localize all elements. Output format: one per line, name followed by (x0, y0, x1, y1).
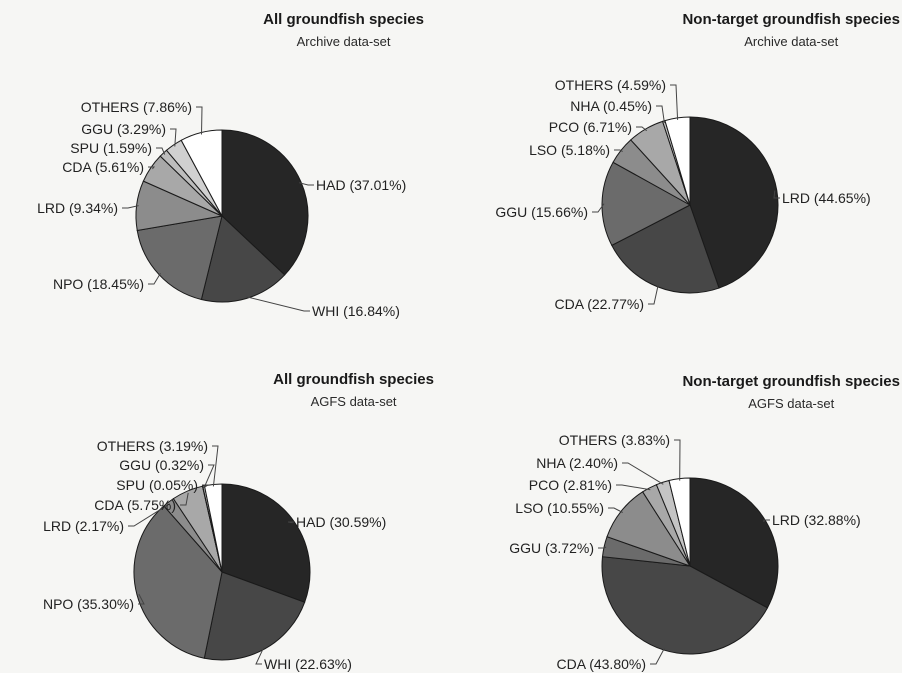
pie-chart-1: All groundfish species Archive data-set HA… (37, 11, 424, 319)
leader-line (656, 105, 665, 123)
slice-label: PCO (6.71%) (549, 119, 632, 135)
leader-line (122, 205, 139, 209)
leader-line (128, 503, 170, 527)
leader-line (170, 128, 177, 147)
chart-subtitle: AGFS data-set (311, 394, 397, 409)
slice-label: GGU (3.29%) (81, 121, 166, 137)
chart-title: Non-target groundfish species (682, 373, 900, 390)
leader-line (148, 166, 156, 170)
slice-label: NHA (2.40%) (536, 455, 618, 471)
leader-line (670, 84, 679, 120)
leader-line (287, 521, 294, 524)
leader-line (245, 296, 310, 312)
pie-slice-ggu (601, 161, 692, 247)
slice-label: OTHERS (3.19%) (97, 438, 208, 454)
leader-line (592, 203, 605, 213)
pie-slice-whi (203, 571, 306, 661)
chart-subtitle: Archive data-set (297, 34, 391, 49)
leader-line (763, 519, 770, 523)
slice-label: WHI (16.84%) (312, 303, 400, 319)
pie-chart-4: Non-target groundfish species AGFS data-s… (509, 373, 900, 672)
leader-line (636, 126, 648, 132)
slice-label: LRD (2.17%) (43, 518, 124, 534)
slice-label: PCO (2.81%) (529, 477, 612, 493)
slice-label: NPO (18.45%) (53, 276, 144, 292)
pie-chart-2: Non-target groundfish species Archive dat… (495, 11, 900, 312)
pie-slice-lrd (689, 116, 779, 289)
chart-title: All groundfish species (263, 11, 424, 28)
leader-line (650, 647, 665, 665)
leader-line (614, 149, 623, 153)
chart-title: All groundfish species (273, 371, 434, 388)
slice-label: LRD (44.65%) (782, 190, 871, 206)
leader-line (648, 284, 659, 305)
leader-line (622, 462, 664, 485)
slice-label: GGU (0.32%) (119, 457, 204, 473)
leader-line (138, 593, 145, 605)
leader-line (674, 439, 681, 481)
chart-subtitle: Archive data-set (744, 34, 838, 49)
pie-slice-whi (200, 215, 286, 303)
slice-label: GGU (3.72%) (509, 540, 594, 556)
slice-label: LSO (10.55%) (515, 500, 604, 516)
slice-label: CDA (43.80%) (557, 656, 646, 672)
slice-label: LSO (5.18%) (529, 142, 610, 158)
leader-line (608, 507, 623, 513)
leader-line (255, 646, 265, 665)
slice-label: LRD (32.88%) (772, 512, 861, 528)
pie-slice-had (221, 129, 309, 276)
slice-label: CDA (5.75%) (94, 497, 176, 513)
leader-line (598, 546, 607, 549)
slice-label: HAD (37.01%) (316, 177, 406, 193)
pie-chart-3: All groundfish species AGFS data-set HAD (… (43, 371, 434, 672)
slice-label: SPU (0.05%) (116, 477, 198, 493)
pie-slice-npo (136, 215, 223, 301)
slice-label: OTHERS (4.59%) (555, 77, 666, 93)
pie-slice-had (221, 483, 311, 603)
leader-line (156, 147, 166, 155)
leader-line (148, 272, 161, 285)
slice-label: NHA (0.45%) (570, 98, 652, 114)
leader-line (196, 106, 203, 135)
leader-line (203, 464, 215, 489)
leader-line (616, 484, 651, 491)
slice-label: SPU (1.59%) (70, 140, 152, 156)
chart-title: Non-target groundfish species (682, 11, 900, 28)
slice-label: OTHERS (3.83%) (559, 432, 670, 448)
leader-line (298, 182, 314, 186)
slice-label: OTHERS (7.86%) (81, 99, 192, 115)
leader-line (773, 190, 780, 199)
slice-label: NPO (35.30%) (43, 596, 134, 612)
pie-slice-others (180, 129, 223, 217)
pie-slice-lrd (689, 477, 779, 609)
leader-line (212, 445, 219, 487)
leader-line (180, 492, 189, 506)
chart-subtitle: AGFS data-set (748, 396, 834, 411)
slice-label: HAD (30.59%) (296, 514, 386, 530)
slice-label: CDA (5.61%) (62, 159, 144, 175)
pie-slice-npo (133, 505, 223, 659)
slice-label: WHI (22.63%) (264, 656, 352, 672)
slice-label: GGU (15.66%) (495, 204, 588, 220)
slice-label: CDA (22.77%) (555, 296, 644, 312)
slice-label: LRD (9.34%) (37, 200, 118, 216)
